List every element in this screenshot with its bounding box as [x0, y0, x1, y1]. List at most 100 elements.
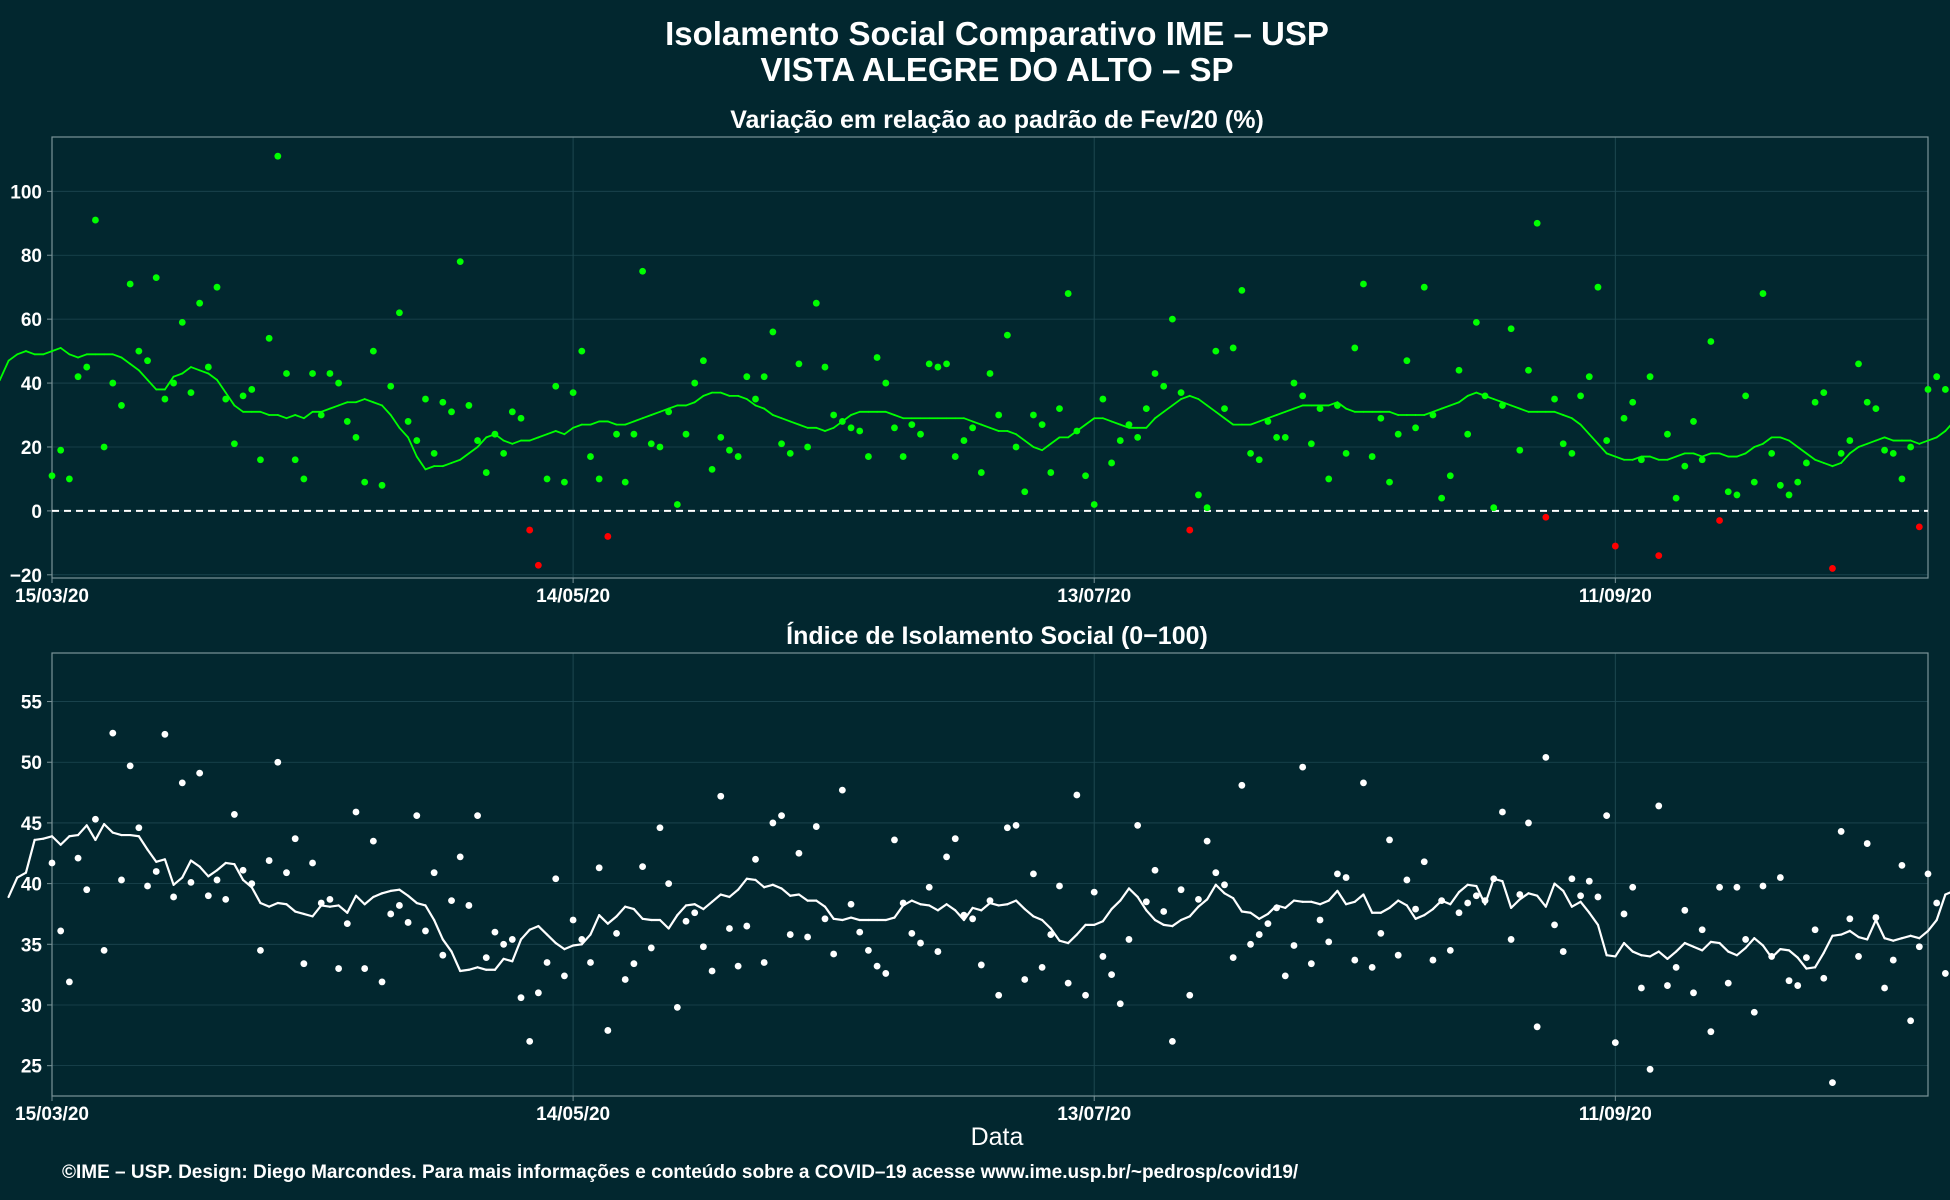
- data-point: [665, 408, 673, 416]
- data-point: [1768, 953, 1776, 960]
- moving-average-segment: [849, 916, 861, 922]
- data-point: [917, 430, 924, 438]
- data-point: [1820, 389, 1828, 397]
- moving-average-segment: [207, 372, 218, 381]
- data-point: [526, 1037, 534, 1045]
- data-point: [1047, 931, 1055, 938]
- data-point: [1099, 395, 1107, 403]
- moving-average-segment: [190, 366, 201, 372]
- data-point: [1056, 882, 1063, 890]
- moving-average-segment: [7, 353, 19, 362]
- data-point: [1568, 875, 1576, 883]
- moving-average-segment: [928, 904, 939, 912]
- moving-average-segment: [1579, 900, 1591, 914]
- data-point: [1342, 874, 1350, 881]
- data-point: [413, 812, 421, 820]
- data-point: [951, 835, 959, 843]
- moving-average-segment: [1666, 950, 1678, 960]
- data-point: [1750, 1008, 1758, 1016]
- moving-average-segment: [1857, 442, 1869, 448]
- moving-average-segment: [1596, 923, 1608, 957]
- moving-average-segment: [1909, 934, 1921, 940]
- moving-average-segment: [1162, 923, 1174, 928]
- moving-average-segment: [268, 901, 279, 908]
- data-point: [265, 857, 273, 864]
- data-point: [1090, 888, 1098, 896]
- y-tick-label: 80: [21, 246, 42, 267]
- data-point: [343, 920, 351, 928]
- moving-average-segment: [1866, 439, 1877, 445]
- data-point: [1125, 421, 1133, 429]
- moving-average-segment: [155, 858, 167, 863]
- moving-average-segment: [771, 414, 783, 420]
- data-point: [517, 994, 525, 1002]
- data-point: [1716, 883, 1723, 891]
- data-point: [65, 475, 73, 483]
- data-point: [396, 309, 403, 317]
- moving-average-segment: [989, 426, 1000, 432]
- data-point: [57, 927, 65, 935]
- data-point: [1846, 915, 1854, 923]
- moving-average-segment: [320, 407, 331, 413]
- data-point: [630, 960, 638, 968]
- data-point: [943, 360, 950, 368]
- data-point: [161, 395, 169, 403]
- data-point: [369, 837, 377, 845]
- moving-average-segment: [1648, 950, 1660, 958]
- data-point: [1872, 914, 1880, 921]
- data-point: [1872, 405, 1880, 413]
- data-point: [595, 475, 603, 483]
- data-point: [1003, 331, 1011, 339]
- data-point: [673, 501, 681, 508]
- moving-average-segment: [823, 905, 835, 920]
- data-point: [1620, 414, 1628, 422]
- data-point: [1664, 430, 1671, 438]
- y-tick-label: 100: [10, 182, 42, 203]
- moving-average-segment: [1614, 455, 1625, 461]
- moving-average-segment: [815, 426, 826, 432]
- y-tick-label: 55: [21, 693, 43, 714]
- data-point: [1368, 453, 1376, 460]
- data-point: [1525, 819, 1532, 827]
- data-point: [291, 456, 299, 464]
- data-point: [1377, 929, 1385, 937]
- moving-average-segment: [893, 904, 905, 919]
- moving-average-segment: [1605, 954, 1617, 958]
- data-point: [1134, 821, 1142, 829]
- moving-average-segment: [1284, 899, 1296, 909]
- data-point: [769, 328, 777, 336]
- moving-average-segment: [311, 904, 323, 918]
- moving-average-segment: [407, 436, 418, 458]
- data-point: [865, 453, 872, 460]
- moving-average-segment: [1683, 941, 1695, 948]
- moving-average-segment: [971, 420, 983, 426]
- data-point: [847, 424, 855, 432]
- moving-average-segment: [702, 900, 714, 911]
- moving-average-segment: [302, 410, 314, 420]
- data-point: [474, 812, 481, 820]
- data-point: [1247, 940, 1254, 948]
- data-point: [526, 526, 534, 534]
- data-point: [248, 880, 256, 888]
- moving-average-segment: [1518, 407, 1530, 413]
- data-point: [1099, 953, 1107, 960]
- data-point: [1325, 938, 1333, 946]
- data-point: [1264, 418, 1272, 425]
- moving-average-segment: [76, 824, 88, 837]
- data-point: [647, 944, 655, 952]
- y-tick-label: 0: [31, 502, 42, 523]
- data-point: [1064, 979, 1072, 987]
- moving-average-segment: [641, 414, 653, 420]
- data-point: [665, 880, 673, 888]
- data-point: [726, 925, 733, 932]
- moving-average-segment: [1267, 414, 1278, 420]
- moving-average-segment: [1918, 439, 1929, 445]
- moving-average-segment: [572, 423, 583, 429]
- data-point: [865, 946, 872, 954]
- moving-average-segment: [137, 835, 149, 851]
- data-point: [960, 911, 968, 919]
- data-point: [369, 347, 377, 355]
- moving-average-segment: [598, 914, 609, 925]
- moving-average-segment: [1032, 915, 1044, 922]
